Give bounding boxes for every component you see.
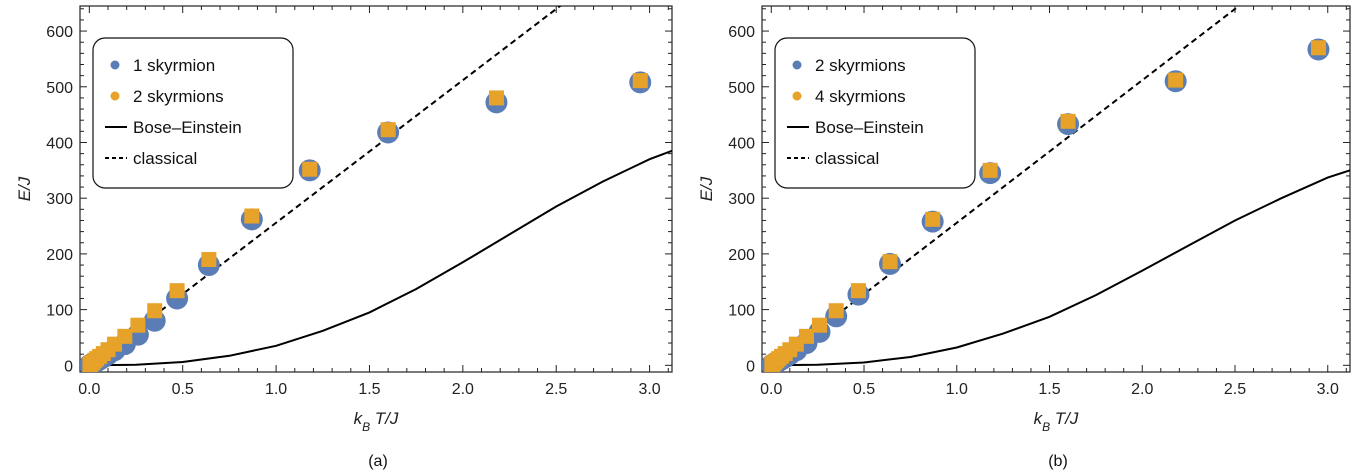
legend-label: 2 skyrmions [815, 56, 906, 75]
data-point-square [812, 317, 828, 333]
plot-frame [79, 5, 673, 373]
data-point-square [130, 317, 146, 333]
legend-marker [792, 91, 802, 101]
y-tick-label: 0 [64, 358, 73, 375]
data-point-square [1060, 113, 1076, 129]
data-point-square [828, 303, 844, 319]
chart-panel-2: 0.0 0.5 1.0 1.5 2.0 2.5 3.0 0 100 200 300 400 500 600… [697, 5, 1351, 470]
y-tick-label: 600 [728, 24, 755, 41]
data-point-square [850, 283, 866, 299]
y-tick-label: 0 [746, 358, 755, 375]
data-point-square [925, 211, 941, 227]
x-tick-label: 2.5 [545, 381, 567, 398]
legend: 1 skyrmion 2 skyrmions Bose–Einstein classi… [92, 37, 294, 189]
x-axis-label: kB T/J [354, 409, 399, 434]
y-tick-label: 600 [46, 24, 73, 41]
x-axis-label: kB T/J [1034, 409, 1079, 434]
x-tick-label: 1.0 [265, 381, 287, 398]
legend-label: classical [815, 149, 879, 168]
data-point-square [302, 161, 318, 177]
y-tick-label: 500 [728, 80, 755, 97]
data-point-square [488, 90, 504, 106]
legend-label: Bose–Einstein [815, 118, 924, 137]
x-tick-label: 0.5 [172, 381, 194, 398]
y-tick-label: 200 [728, 247, 755, 264]
y-tick-label: 300 [728, 191, 755, 208]
data-point-square [1168, 72, 1184, 88]
data-point-square [380, 122, 396, 138]
legend-marker [110, 91, 120, 101]
x-tick-label: 2.5 [1224, 381, 1246, 398]
data-point-square [169, 283, 185, 299]
series-line-solid [89, 149, 672, 367]
panel-caption: (a) [368, 453, 388, 470]
data-point-square [147, 303, 163, 319]
legend-label: 1 skyrmion [133, 56, 215, 75]
legend: 2 skyrmions 4 skyrmions Bose–Einstein class… [774, 37, 976, 189]
x-tick-label: 3.0 [638, 381, 660, 398]
data-point-square [982, 162, 998, 178]
y-tick-label: 100 [728, 303, 755, 320]
legend-marker [792, 60, 802, 70]
legend-marker [110, 60, 120, 70]
x-tick-label: 1.5 [1038, 381, 1060, 398]
x-tick-label: 2.0 [1131, 381, 1153, 398]
x-tick-label: 0.5 [853, 381, 875, 398]
x-tick-label: 2.0 [452, 381, 474, 398]
legend-label: Bose–Einstein [133, 118, 242, 137]
plot-area [80, 6, 672, 372]
legend-box [92, 37, 294, 189]
y-axis-label: E/J [15, 176, 34, 201]
y-tick-label: 400 [46, 135, 73, 152]
data-point-square [244, 208, 260, 224]
y-tick-label: 200 [46, 247, 73, 264]
legend-label: 2 skyrmions [133, 87, 224, 106]
legend-box [774, 37, 976, 189]
series-line-solid [771, 169, 1350, 367]
y-tick-label: 500 [46, 80, 73, 97]
x-tick-label: 1.5 [358, 381, 380, 398]
data-point-square [882, 254, 898, 270]
y-tick-label: 300 [46, 191, 73, 208]
x-tick-label: 3.0 [1317, 381, 1339, 398]
data-point-square [632, 73, 648, 89]
data-point-square [201, 251, 217, 267]
y-axis-label: E/J [697, 176, 716, 201]
data-point-square [117, 328, 133, 344]
x-tick-label: 1.0 [946, 381, 968, 398]
plot-area [762, 6, 1350, 372]
data-point-square [799, 328, 815, 344]
panel-caption: (b) [1048, 453, 1068, 470]
y-tick-label: 100 [46, 303, 73, 320]
x-tick-label: 0.0 [760, 381, 782, 398]
data-point-square [1310, 40, 1326, 56]
chart-panel-1: 0.0 0.5 1.0 1.5 2.0 2.5 3.0 0 100 200 300 400 500 600… [15, 5, 673, 470]
x-tick-label: 0.0 [78, 381, 100, 398]
legend-label: classical [133, 149, 197, 168]
y-tick-label: 400 [728, 135, 755, 152]
plot-frame [761, 5, 1351, 373]
legend-label: 4 skyrmions [815, 87, 906, 106]
